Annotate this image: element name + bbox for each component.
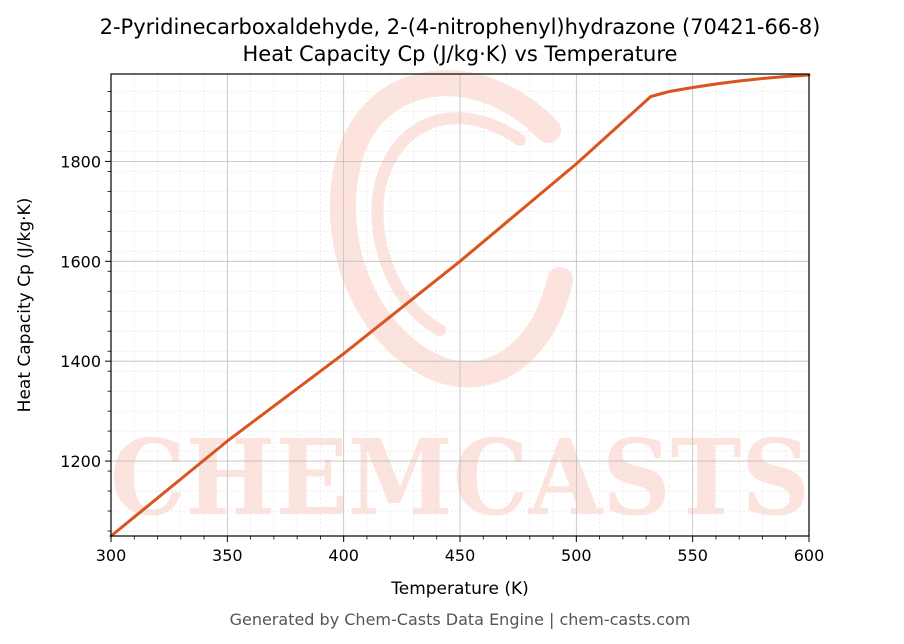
chart-title: 2-Pyridinecarboxaldehyde, 2-(4-nitrophen… (100, 15, 821, 39)
footer-credit: Generated by Chem-Casts Data Engine | ch… (230, 610, 691, 629)
plot-frame (110, 73, 810, 537)
x-tick-label: 300 (96, 546, 127, 565)
x-tick-label: 500 (561, 546, 592, 565)
x-tick-label: 600 (794, 546, 825, 565)
x-tick-label: 400 (328, 546, 359, 565)
y-tick-label: 1400 (60, 352, 101, 371)
x-tick-label: 550 (677, 546, 708, 565)
y-tick-label: 1600 (60, 252, 101, 271)
x-tick-label: 350 (212, 546, 243, 565)
series-layer (109, 73, 811, 538)
y-tick-label: 1200 (60, 452, 101, 471)
series-line (109, 73, 811, 538)
x-tick-label: 450 (445, 546, 476, 565)
y-axis-label: Heat Capacity Cp (J/kg·K) (15, 198, 35, 413)
chart-subtitle: Heat Capacity Cp (J/kg·K) vs Temperature (243, 42, 678, 66)
y-tick-label: 1800 (60, 152, 101, 171)
x-axis-label: Temperature (K) (390, 579, 529, 599)
axis-ticks: 300 350 400 450 500 550 600 1200 1400 1600 1800 (60, 91, 824, 565)
